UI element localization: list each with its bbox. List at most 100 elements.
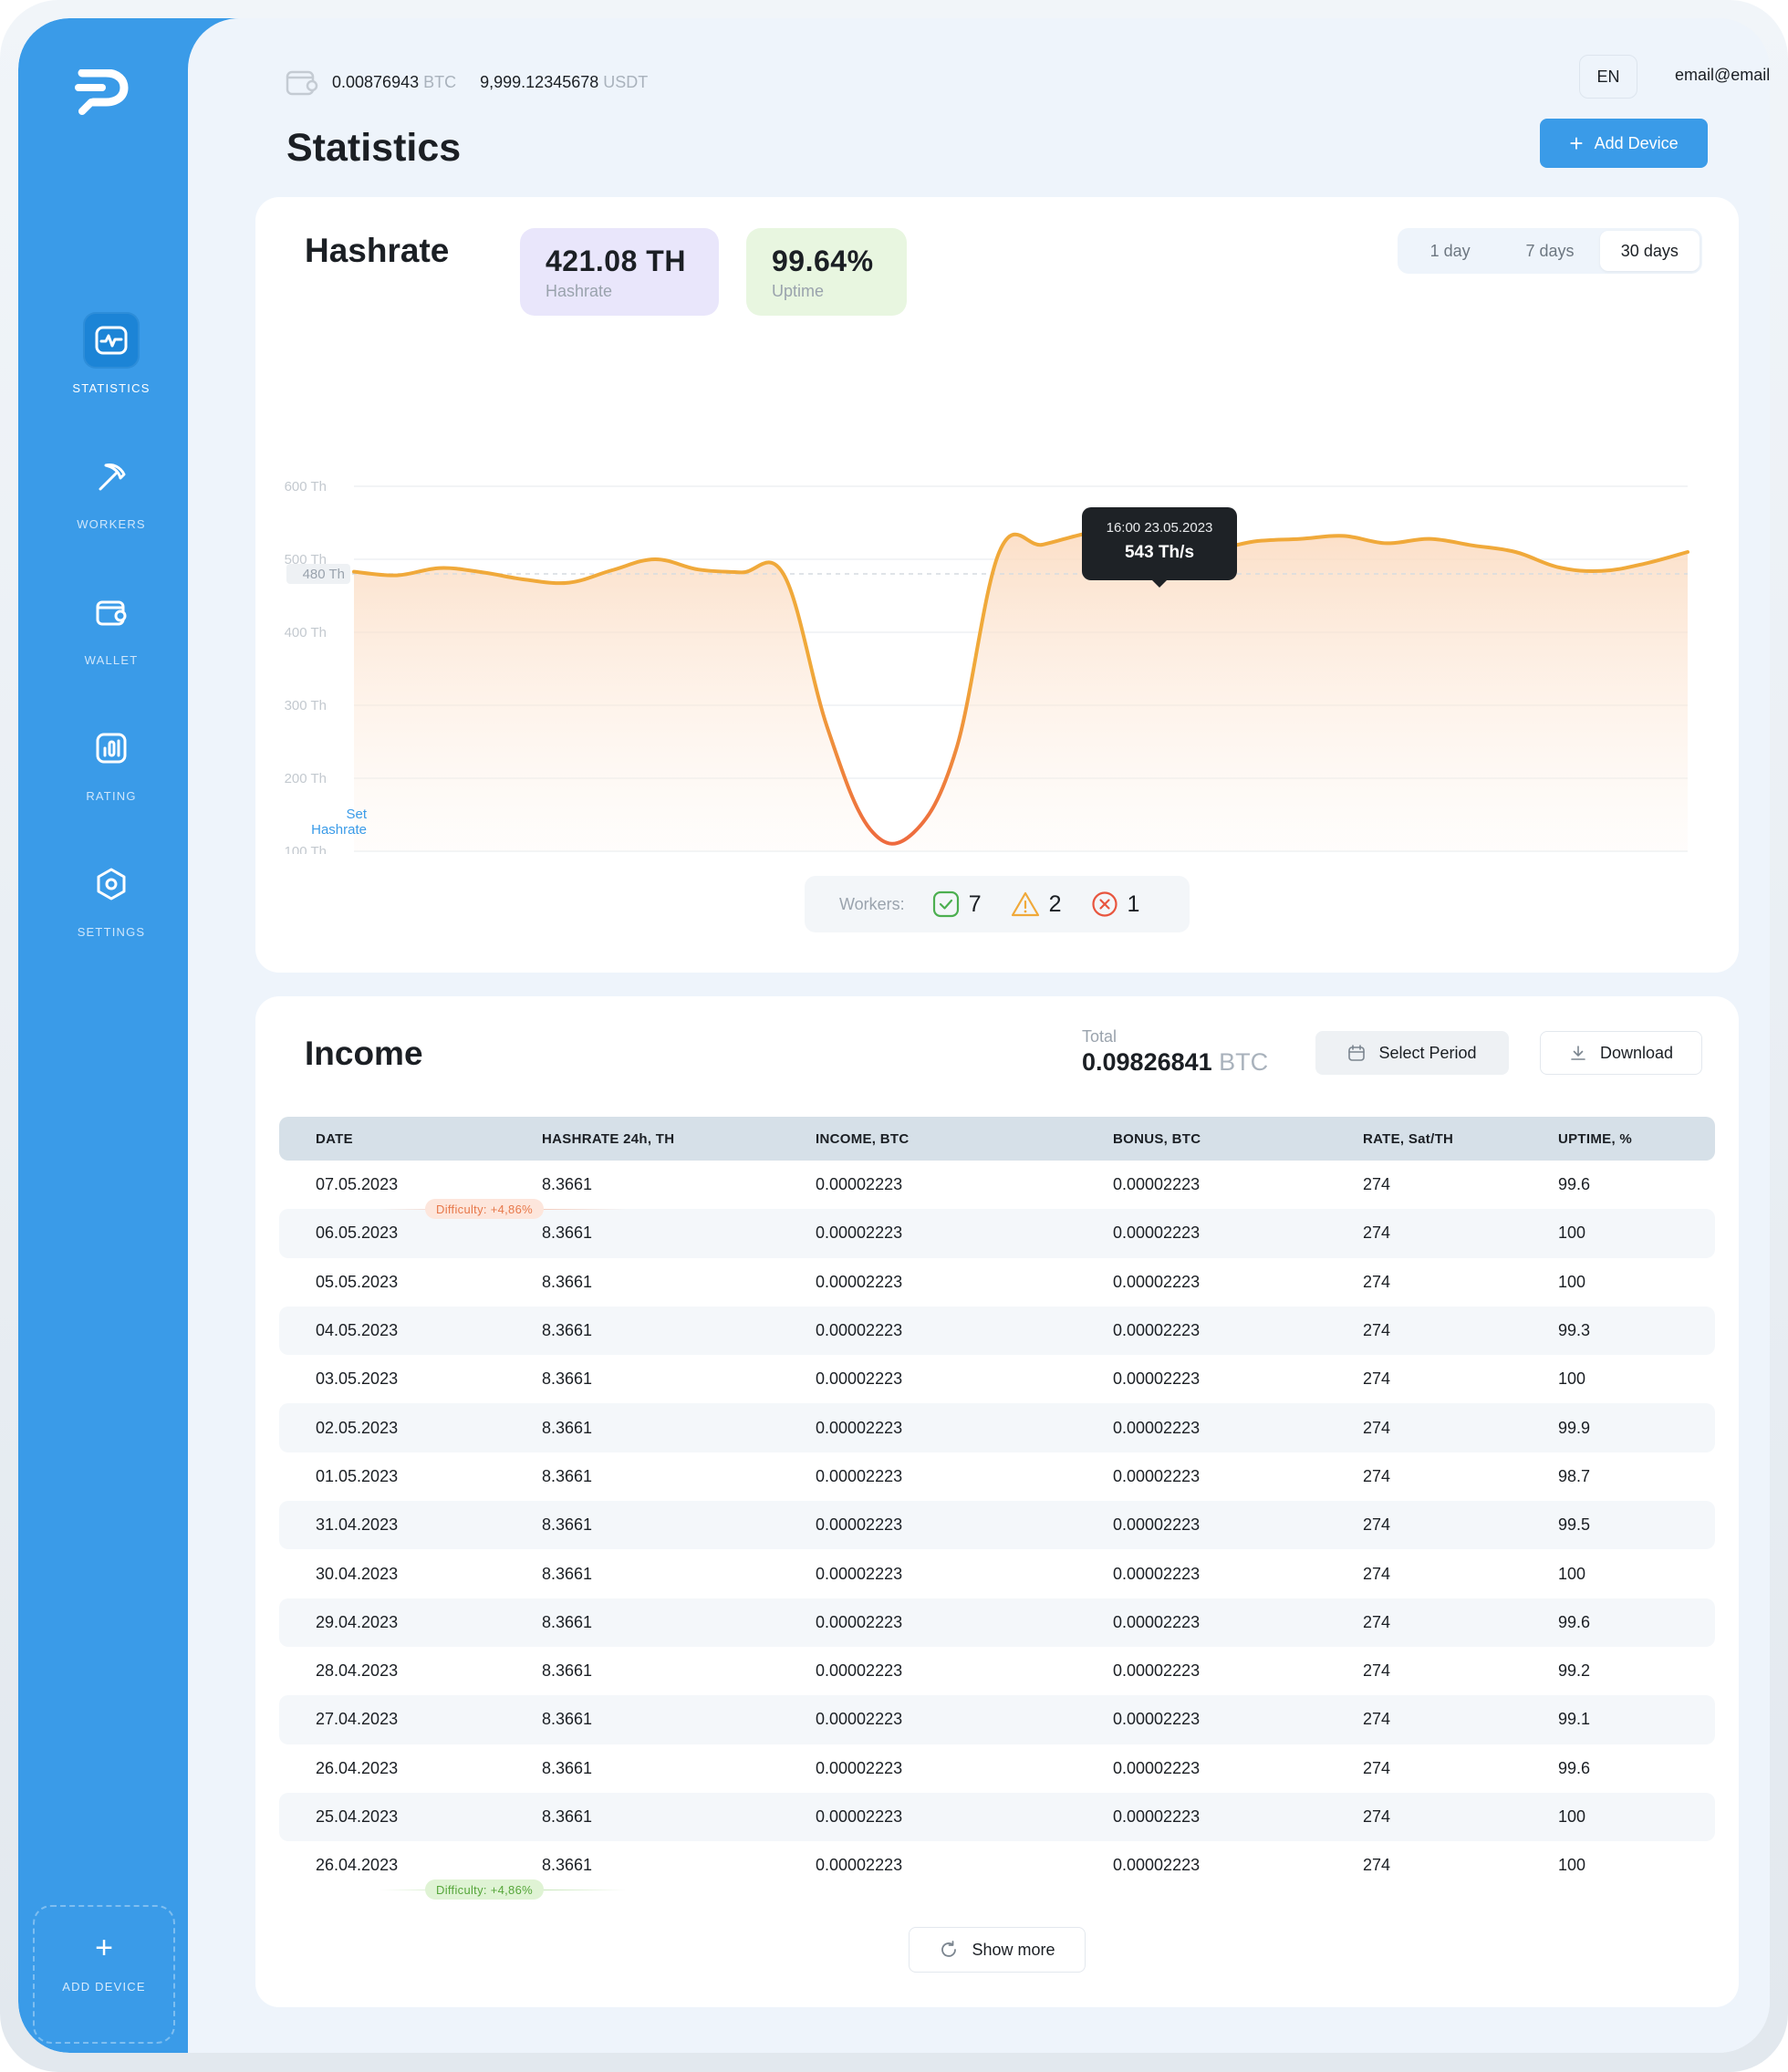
cell-date: 28.04.2023 (316, 1661, 399, 1681)
cell-hashrate: 8.3661 (542, 1564, 593, 1583)
sidebar-item-rating[interactable]: RATING (18, 720, 204, 803)
period-1-day[interactable]: 1 day (1429, 241, 1471, 260)
cell-bonus: 0.00002223 (1113, 1515, 1201, 1535)
show-more-button[interactable]: Show more (909, 1927, 1086, 1973)
cell-rate: 274 (1363, 1272, 1391, 1291)
cell-rate: 274 (1363, 1369, 1391, 1389)
table-row[interactable]: 01.05.2023 8.3661 0.00002223 0.00002223 274 9… (279, 1452, 1715, 1501)
table-row[interactable]: 02.05.2023 8.3661 0.00002223 0.00002223 274 9… (279, 1403, 1715, 1452)
cell-hashrate: 8.3661 (542, 1515, 593, 1535)
workers-err[interactable]: 1 (1091, 890, 1139, 918)
set-hashrate-link[interactable]: Set Hashrate (279, 807, 367, 838)
set-hashrate-value: 480 Th (303, 567, 345, 582)
difficulty-badge: Difficulty: +4,86% (425, 1879, 544, 1900)
cell-uptime: 99.1 (1558, 1710, 1591, 1729)
cell-bonus: 0.00002223 (1113, 1612, 1201, 1631)
cell-date: 04.05.2023 (316, 1321, 399, 1340)
column-header-income[interactable]: INCOME, BTC (816, 1130, 910, 1147)
column-header-bonus[interactable]: BONUS, BTC (1113, 1130, 1201, 1147)
cell-bonus: 0.00002223 (1113, 1564, 1201, 1583)
cell-uptime: 98.7 (1558, 1466, 1591, 1485)
sidebar-item-workers[interactable]: WORKERS (18, 448, 204, 531)
download-button[interactable]: Download (1540, 1031, 1702, 1075)
table-row[interactable]: 07.05.2023 8.3661 0.00002223 0.00002223 274 9… (279, 1161, 1715, 1209)
sidebar-item-wallet[interactable]: WALLET (18, 584, 204, 667)
plus-icon: + (1569, 130, 1584, 157)
sidebar-item-label: WALLET (84, 653, 139, 667)
cell-date: 31.04.2023 (316, 1515, 399, 1535)
income-card: Income Total 0.09826841 BTC Select Perio… (255, 996, 1739, 2007)
sidebar-item-label: WORKERS (77, 517, 146, 531)
cell-date: 30.04.2023 (316, 1564, 399, 1583)
column-header-rate[interactable]: RATE, Sat/TH (1363, 1130, 1454, 1147)
cell-rate: 274 (1363, 1418, 1391, 1437)
cell-uptime: 100 (1558, 1223, 1586, 1243)
sidebar-item-statistics[interactable]: STATISTICS (18, 312, 204, 395)
cell-income: 0.00002223 (816, 1418, 903, 1437)
add-device-button[interactable]: + Add Device (1540, 119, 1708, 168)
error-icon (1091, 891, 1118, 917)
wallet-icon (286, 70, 318, 96)
total-value: 0.09826841 BTC (1082, 1048, 1268, 1077)
cell-rate: 274 (1363, 1758, 1391, 1777)
wallet-icon (83, 584, 140, 640)
usdt-value: 9,999.12345678 (480, 72, 599, 91)
table-row[interactable]: 06.05.2023 8.3661 0.00002223 0.00002223 274 1… (279, 1199, 1715, 1258)
language-button[interactable]: EN (1579, 55, 1637, 99)
tooltip-time: 16:00 23.05.2023 (1106, 520, 1213, 536)
table-row[interactable]: 30.04.2023 8.3661 0.00002223 0.00002223 274 1… (279, 1549, 1715, 1598)
sidebar-item-label: RATING (86, 789, 137, 803)
main-content: 0.00876943 BTC 9,999.12345678 USDT EN em… (188, 18, 1770, 2053)
select-period-button[interactable]: Select Period (1315, 1031, 1509, 1075)
total-label: Total (1082, 1027, 1118, 1046)
column-header-hashrate[interactable]: HASHRATE 24h, TH (542, 1130, 675, 1147)
workers-ok[interactable]: 7 (932, 890, 982, 918)
app-shell: STATISTICS WORKERS WALLET RATING SETTING (18, 18, 1770, 2053)
cell-income: 0.00002223 (816, 1661, 903, 1681)
cell-uptime: 100 (1558, 1369, 1586, 1389)
balance-bar: 0.00876943 BTC 9,999.12345678 USDT (285, 64, 671, 100)
difficulty-badge: Difficulty: +4,86% (425, 1199, 544, 1220)
table-row[interactable]: 26.04.2023 8.3661 0.00002223 0.00002223 274 9… (279, 1744, 1715, 1793)
y-tick-label: 400 Th (285, 625, 327, 640)
cell-uptime: 100 (1558, 1856, 1586, 1875)
uptime-label: Uptime (772, 282, 825, 300)
cell-income: 0.00002223 (816, 1564, 903, 1583)
cell-income: 0.00002223 (816, 1710, 903, 1729)
hashrate-card: Hashrate 421.08 TH Hashrate 99.64% Uptim… (255, 197, 1739, 973)
set-hashrate-label-1: Set (346, 807, 367, 822)
column-header-uptime[interactable]: UPTIME, % (1558, 1130, 1633, 1147)
cell-income: 0.00002223 (816, 1223, 903, 1243)
cell-hashrate: 8.3661 (542, 1661, 593, 1681)
table-row[interactable]: 29.04.2023 8.3661 0.00002223 0.00002223 274 9… (279, 1598, 1715, 1647)
table-row[interactable]: 31.04.2023 8.3661 0.00002223 0.00002223 274 9… (279, 1501, 1715, 1550)
table-row[interactable]: 27.04.2023 8.3661 0.00002223 0.00002223 274 9… (279, 1695, 1715, 1744)
workers-warn[interactable]: 2 (1011, 890, 1062, 918)
table-row[interactable]: 05.05.2023 8.3661 0.00002223 0.00002223 274 1… (279, 1258, 1715, 1307)
table-row[interactable]: 28.04.2023 8.3661 0.00002223 0.00002223 274 9… (279, 1647, 1715, 1695)
column-header-date[interactable]: DATE (316, 1130, 353, 1147)
period-7-days[interactable]: 7 days (1525, 241, 1575, 260)
cell-income: 0.00002223 (816, 1856, 903, 1875)
cell-bonus: 0.00002223 (1113, 1807, 1201, 1826)
cell-date: 05.05.2023 (316, 1272, 399, 1291)
period-30-days[interactable]: 30 days (1599, 231, 1700, 271)
cell-bonus: 0.00002223 (1113, 1418, 1201, 1437)
table-row[interactable]: 26.04.2023 8.3661 0.00002223 0.00002223 274 1… (279, 1841, 1715, 1900)
usdt-unit: USDT (603, 72, 649, 91)
cell-hashrate: 8.3661 (542, 1710, 593, 1729)
usdt-balance: 9,999.12345678 USDT (480, 73, 648, 92)
app-logo (75, 69, 129, 115)
check-icon (932, 890, 959, 918)
table-row[interactable]: 03.05.2023 8.3661 0.00002223 0.00002223 274 1… (279, 1355, 1715, 1403)
cell-rate: 274 (1363, 1321, 1391, 1340)
sidebar-add-device[interactable]: + ADD DEVICE (33, 1905, 175, 2044)
sidebar-item-settings[interactable]: SETTINGS (18, 856, 204, 939)
calendar-icon (1348, 1045, 1366, 1061)
table-row[interactable]: 04.05.2023 8.3661 0.00002223 0.00002223 274 9… (279, 1306, 1715, 1356)
table-row[interactable]: 25.04.2023 8.3661 0.00002223 0.00002223 274 1… (279, 1792, 1715, 1842)
cell-hashrate: 8.3661 (542, 1272, 593, 1291)
cell-rate: 274 (1363, 1661, 1391, 1681)
settings-icon (83, 856, 140, 912)
cell-uptime: 99.9 (1558, 1418, 1591, 1437)
